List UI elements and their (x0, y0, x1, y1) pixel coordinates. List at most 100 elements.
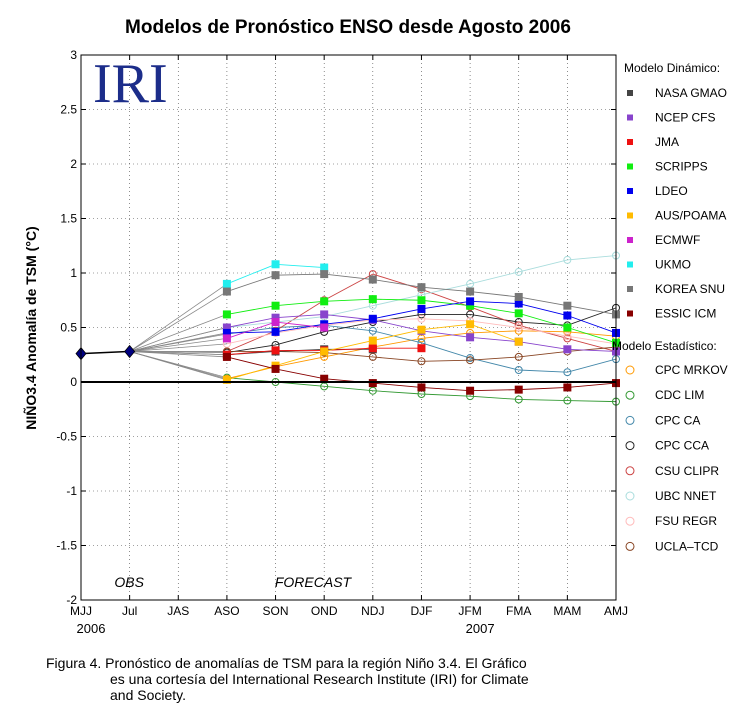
data-point (417, 325, 426, 334)
period-annotation: OBS (114, 574, 144, 590)
data-point (271, 260, 280, 269)
data-point (514, 337, 523, 346)
data-point (466, 320, 475, 329)
data-point (368, 352, 377, 361)
data-point (514, 352, 523, 361)
data-point (368, 275, 377, 284)
data-point (417, 314, 426, 323)
legend-label: NCEP CFS (655, 111, 715, 125)
x-tick-label: JAS (167, 604, 189, 618)
legend-label: CSU CLIPR (655, 464, 719, 478)
data-point (514, 267, 523, 276)
legend-marker (627, 212, 633, 219)
legend-label: SCRIPPS (655, 160, 708, 174)
legend-marker (625, 516, 635, 526)
data-point (222, 334, 231, 343)
series-line (226, 324, 617, 373)
observed-point (124, 344, 136, 359)
x-tick-label: NDJ (361, 604, 384, 618)
legend-label: LDEO (655, 184, 688, 198)
data-point (466, 354, 475, 363)
observed-line (80, 350, 130, 355)
data-point (514, 309, 523, 318)
data-point (271, 346, 280, 355)
series-line (226, 330, 617, 380)
forecast-connector (129, 283, 228, 352)
legend-marker (625, 365, 635, 375)
figure-caption: Figura 4. Pronóstico de anomalías de TSM… (46, 655, 606, 703)
legend-label: FSU REGR (655, 514, 717, 528)
legend-marker (625, 390, 635, 400)
y-tick-label: -2 (66, 593, 77, 607)
data-point (368, 295, 377, 304)
legend-label: ECMWF (655, 233, 700, 247)
y-tick-label: -1 (66, 484, 77, 498)
data-point (563, 345, 572, 354)
data-point (466, 356, 475, 365)
data-point (271, 301, 280, 310)
legend-label: CDC LIM (655, 388, 704, 402)
data-point (514, 323, 523, 332)
data-point (222, 310, 231, 319)
data-point (271, 271, 280, 280)
legend-label: JMA (655, 135, 679, 149)
data-point (563, 396, 572, 405)
data-point (563, 301, 572, 310)
forecast-connector (129, 343, 227, 352)
legend-marker (625, 415, 635, 425)
y-tick-label: 0 (70, 375, 77, 389)
data-point (563, 334, 572, 343)
x-tick-label: JFM (458, 604, 481, 618)
data-point (222, 279, 231, 288)
legend-marker (627, 163, 633, 170)
series-line (226, 255, 617, 328)
y-tick-label: 3 (70, 48, 77, 62)
data-point (271, 364, 280, 373)
legend-statistical-title: Modelo Estadístico: (612, 339, 717, 353)
data-point (466, 333, 475, 342)
legend-marker (625, 441, 635, 451)
y-tick-label: 1 (70, 266, 77, 280)
forecast-connector (129, 314, 228, 352)
legend-marker (627, 286, 633, 292)
series-line (226, 346, 617, 362)
data-point (368, 314, 377, 323)
caption-line-2: es una cortesía del International Resear… (110, 671, 529, 687)
legend-marker (627, 139, 633, 145)
data-point (514, 395, 523, 404)
data-point (417, 304, 426, 313)
forecast-connector (129, 351, 227, 358)
chart-title: Modelos de Pronóstico ENSO desde Agosto … (125, 17, 571, 38)
legend-marker (627, 310, 633, 317)
data-point (563, 383, 572, 392)
data-point (466, 297, 475, 306)
y-tick-label: -0.5 (56, 430, 77, 444)
forecast-connector (129, 351, 228, 379)
data-point (466, 287, 475, 296)
data-point (320, 323, 329, 332)
data-point (563, 368, 572, 377)
y-tick-label: 0.5 (60, 321, 77, 335)
data-point (466, 386, 475, 395)
data-point (514, 299, 523, 308)
data-point (514, 366, 523, 375)
data-point (222, 287, 231, 296)
data-point (563, 323, 572, 332)
legend-marker (627, 188, 633, 194)
data-point (271, 318, 280, 327)
x-tick-label: AMJ (604, 604, 628, 618)
y-tick-label: 1.5 (60, 212, 77, 226)
data-point (417, 283, 426, 292)
period-annotation: FORECAST (275, 574, 353, 590)
data-point (417, 344, 426, 353)
x-tick-label: ASO (214, 604, 239, 618)
y-tick-label: 2.5 (60, 103, 77, 117)
y-axis-label: NIÑO3.4 Anomalía de TSM (°C) (22, 226, 39, 429)
data-point (368, 336, 377, 345)
caption-line-1: Figura 4. Pronóstico de anomalías de TSM… (46, 655, 527, 671)
data-point (514, 385, 523, 394)
data-point (514, 292, 523, 301)
data-point (222, 375, 231, 384)
x-tick-label: MAM (553, 604, 581, 618)
data-point (320, 297, 329, 306)
